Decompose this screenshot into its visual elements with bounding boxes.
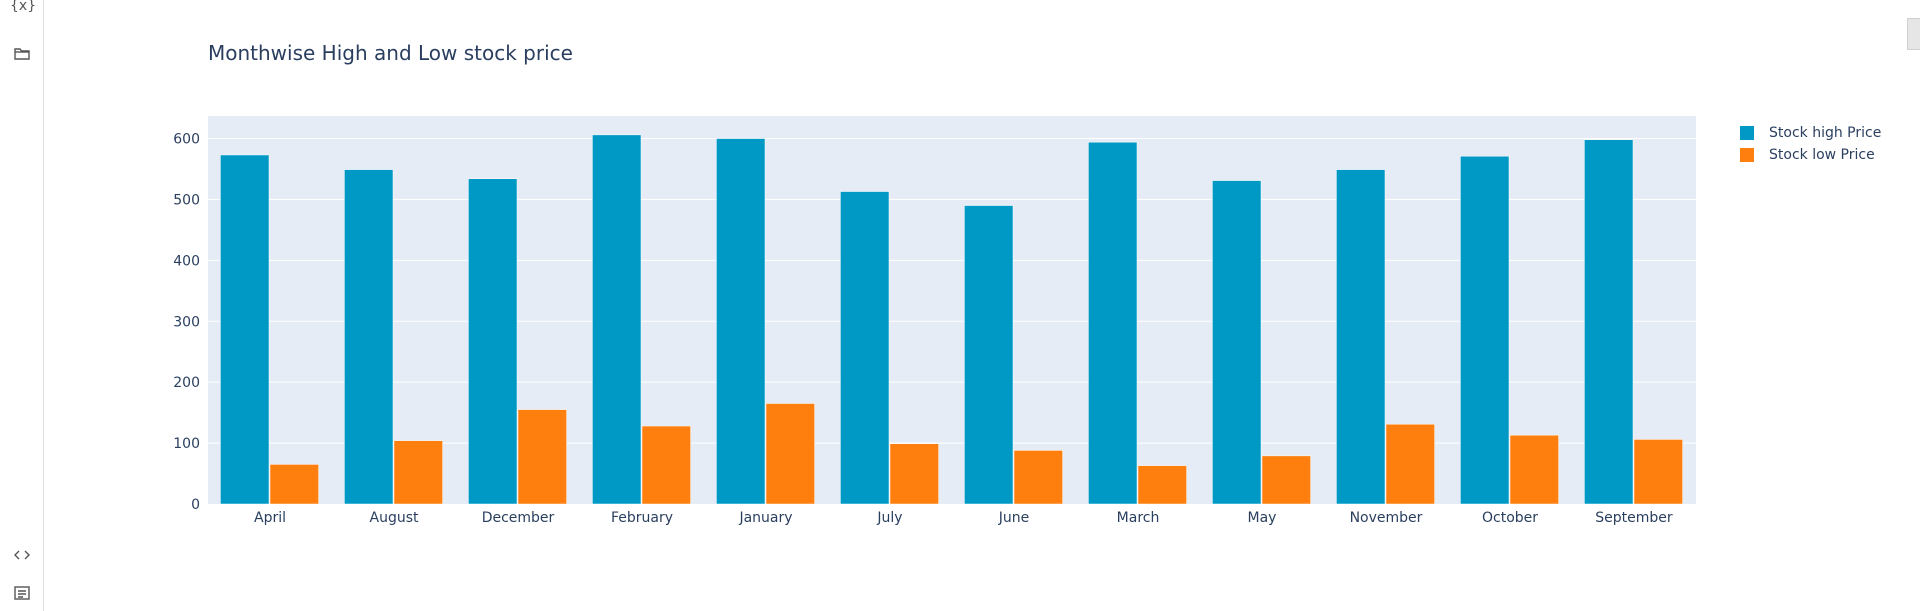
folder-icon[interactable] [10, 42, 34, 66]
bar-low-march[interactable] [1137, 465, 1187, 505]
y-tick-label-500: 500 [173, 192, 200, 208]
bar-low-october[interactable] [1509, 434, 1559, 505]
y-tick-label-400: 400 [173, 253, 200, 269]
bar-low-august[interactable] [393, 440, 443, 505]
variables-icon[interactable]: {x} [10, 0, 37, 14]
legend-item-high[interactable]: Stock high Price [1740, 122, 1881, 144]
x-tick-label-september: September [1595, 510, 1673, 526]
x-tick-label-march: March [1117, 510, 1160, 526]
bar-low-september[interactable] [1633, 439, 1683, 505]
legend-item-low[interactable]: Stock low Price [1740, 144, 1881, 166]
bar-high-april[interactable] [220, 154, 270, 505]
x-tick-label-june: June [998, 510, 1030, 526]
plot-area [208, 116, 1696, 504]
y-tick-label-0: 0 [191, 497, 200, 513]
scrollbar-thumb[interactable] [1907, 18, 1920, 50]
x-tick-label-july: July [876, 510, 902, 526]
x-tick-label-february: February [611, 510, 673, 526]
legend: Stock high Price Stock low Price [1740, 122, 1881, 166]
bar-low-january[interactable] [765, 403, 815, 505]
bar-low-june[interactable] [1013, 450, 1063, 505]
chart-title: Monthwise High and Low stock price [208, 41, 573, 65]
x-tick-label-may: May [1248, 510, 1277, 526]
legend-label-high: Stock high Price [1769, 125, 1882, 141]
bar-low-may[interactable] [1261, 455, 1311, 505]
x-tick-label-october: October [1482, 510, 1538, 526]
left-sidebar: {x} [0, 0, 44, 611]
legend-swatch-high [1740, 126, 1754, 140]
x-tick-label-january: January [738, 510, 792, 526]
bar-low-july[interactable] [889, 443, 939, 505]
bar-high-december[interactable] [468, 178, 518, 505]
x-tick-label-december: December [482, 510, 555, 526]
x-tick-label-august: August [370, 510, 420, 526]
bar-high-february[interactable] [592, 134, 642, 505]
legend-swatch-low [1740, 148, 1754, 162]
bar-high-july[interactable] [840, 191, 890, 505]
bar-low-february[interactable] [641, 425, 691, 505]
y-tick-label-100: 100 [173, 436, 200, 452]
bar-low-december[interactable] [517, 409, 567, 505]
y-tick-label-200: 200 [173, 375, 200, 391]
code-icon[interactable] [10, 543, 34, 567]
y-tick-label-600: 600 [173, 132, 200, 148]
bar-low-april[interactable] [269, 464, 319, 505]
y-tick-label-300: 300 [173, 314, 200, 330]
terminal-icon[interactable] [10, 581, 34, 605]
bar-high-august[interactable] [344, 169, 394, 505]
legend-label-low: Stock low Price [1769, 147, 1875, 163]
bar-high-may[interactable] [1212, 180, 1262, 505]
bar-high-march[interactable] [1088, 141, 1138, 505]
bar-high-november[interactable] [1336, 169, 1386, 505]
bar-high-june[interactable] [964, 205, 1014, 505]
x-tick-label-november: November [1350, 510, 1423, 526]
bar-high-january[interactable] [716, 138, 766, 505]
x-tick-label-april: April [254, 510, 286, 526]
bar-high-october[interactable] [1460, 155, 1510, 505]
bar-high-september[interactable] [1584, 139, 1634, 505]
bar-low-november[interactable] [1385, 423, 1435, 505]
